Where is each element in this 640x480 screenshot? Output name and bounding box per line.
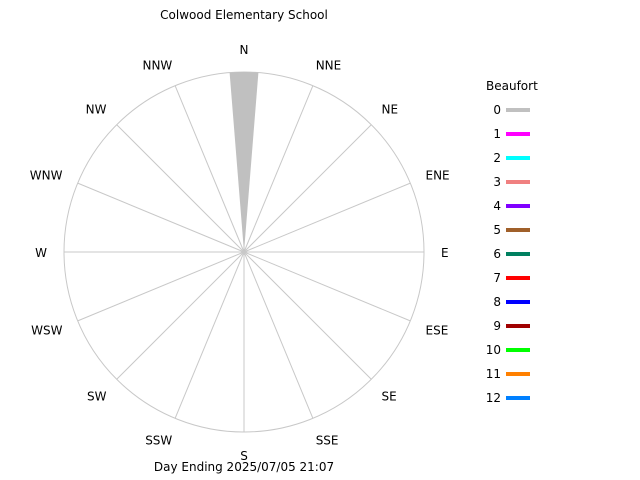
chart-footer: Day Ending 2025/07/05 21:07 — [154, 460, 334, 474]
legend-label-3: 3 — [493, 175, 501, 189]
direction-label-sse: SSE — [316, 434, 339, 448]
spoke-ene — [243, 182, 411, 253]
direction-label-nnw: NNW — [142, 59, 172, 73]
legend-swatch-1 — [506, 132, 530, 136]
legend-label-12: 12 — [486, 391, 501, 405]
spoke-ese — [243, 251, 411, 322]
spoke-nnw — [174, 85, 245, 253]
direction-label-n: N — [240, 43, 249, 57]
direction-label-ne: NE — [382, 103, 399, 117]
direction-label-wnw: WNW — [30, 168, 63, 182]
direction-labels: N NNE NE ENE E ESE SE SSE S SSW SW WSW W WNW NW NNW — [30, 43, 450, 463]
direction-label-s: S — [240, 449, 248, 463]
legend-swatch-9 — [506, 324, 530, 328]
spoke-wsw — [77, 251, 245, 322]
chart-title: Colwood Elementary School — [160, 8, 328, 22]
direction-label-ese: ESE — [426, 324, 449, 338]
spoke-ne — [243, 124, 372, 253]
legend-swatch-12 — [506, 396, 530, 400]
legend-label-1: 1 — [493, 127, 501, 141]
legend-swatch-4 — [506, 204, 530, 208]
spoke-sse — [243, 251, 314, 419]
legend-label-6: 6 — [493, 247, 501, 261]
rose-sectors — [229, 72, 259, 252]
legend-title: Beaufort — [486, 79, 538, 93]
legend-label-10: 10 — [486, 343, 501, 357]
direction-label-ene: ENE — [426, 168, 450, 182]
legend-label-0: 0 — [493, 103, 501, 117]
legend-swatch-11 — [506, 372, 530, 376]
spoke-nne — [243, 85, 314, 253]
spoke-nw — [116, 124, 245, 253]
spoke-sw — [116, 251, 245, 380]
direction-label-sw: SW — [87, 390, 107, 404]
direction-label-w: W — [35, 246, 47, 260]
legend-label-4: 4 — [493, 199, 501, 213]
spoke-wnw — [77, 182, 245, 253]
legend-label-7: 7 — [493, 271, 501, 285]
legend-label-8: 8 — [493, 295, 501, 309]
direction-label-ssw: SSW — [145, 434, 172, 448]
sector-n-b0 — [229, 72, 259, 252]
rose-grid — [63, 71, 425, 433]
legend-label-2: 2 — [493, 151, 501, 165]
direction-label-e: E — [441, 246, 449, 260]
direction-label-wsw: WSW — [31, 324, 62, 338]
legend-swatch-7 — [506, 276, 530, 280]
legend-swatch-3 — [506, 180, 530, 184]
legend-swatch-8 — [506, 300, 530, 304]
direction-label-nw: NW — [86, 103, 107, 117]
spoke-ssw — [174, 251, 245, 419]
legend-swatch-5 — [506, 228, 530, 232]
legend-swatch-10 — [506, 348, 530, 352]
legend-label-9: 9 — [493, 319, 501, 333]
legend-swatch-6 — [506, 252, 530, 256]
legend-label-11: 11 — [486, 367, 501, 381]
spoke-se — [243, 251, 372, 380]
legend-label-5: 5 — [493, 223, 501, 237]
legend-swatch-0 — [506, 108, 530, 112]
direction-label-nne: NNE — [316, 59, 342, 73]
direction-label-se: SE — [382, 390, 397, 404]
legend-swatch-2 — [506, 156, 530, 160]
